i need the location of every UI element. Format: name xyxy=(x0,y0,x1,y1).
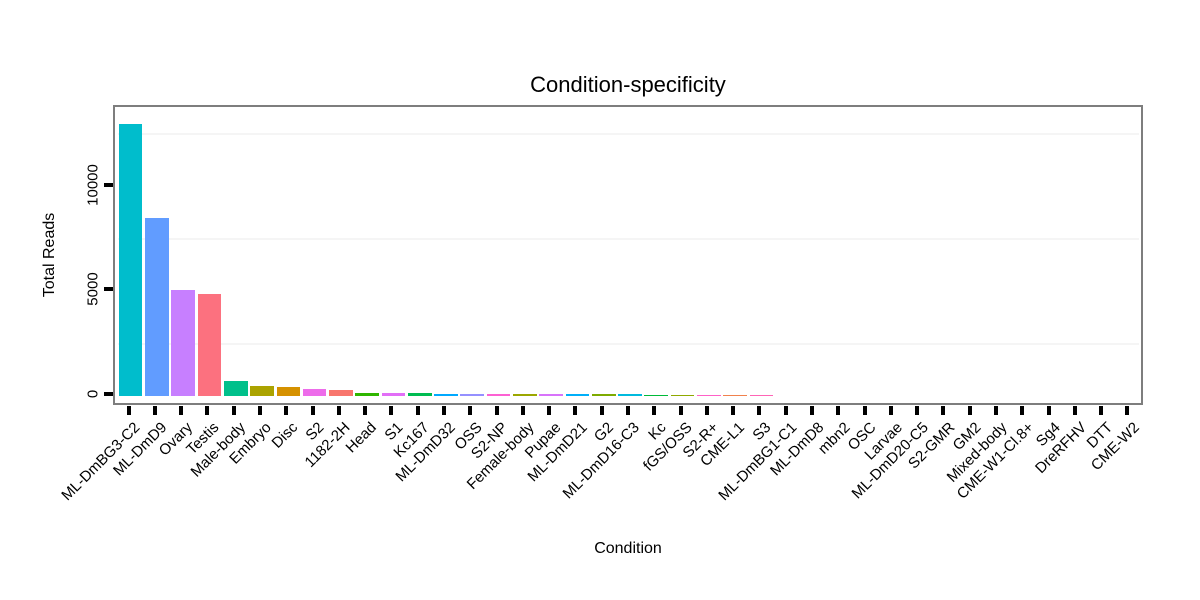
bar xyxy=(407,393,432,396)
x-axis-tick xyxy=(888,406,893,415)
x-axis-tick xyxy=(336,406,341,415)
bar xyxy=(145,218,169,396)
x-axis-title: Condition xyxy=(594,540,662,557)
bar xyxy=(223,380,248,396)
x-axis-tick xyxy=(1099,406,1104,415)
x-axis-tick xyxy=(363,406,368,415)
x-axis-tick xyxy=(573,406,578,415)
x-axis-tick xyxy=(704,406,709,415)
bar xyxy=(591,394,616,396)
bar xyxy=(618,394,642,396)
bar xyxy=(749,394,774,396)
x-axis-tick xyxy=(231,406,236,415)
bar xyxy=(697,394,721,396)
bar xyxy=(329,389,353,396)
x-axis-tick-label-text: Disc xyxy=(268,419,302,452)
x-axis-tick xyxy=(468,406,473,415)
x-axis-tick xyxy=(993,406,998,415)
x-axis-tick xyxy=(809,406,814,415)
bar xyxy=(513,394,537,396)
gridline-minor xyxy=(117,238,1139,241)
x-axis-tick xyxy=(258,406,263,415)
x-axis-tick xyxy=(415,406,420,415)
y-axis-tick xyxy=(104,392,113,396)
chart-title: Condition-specificity xyxy=(530,72,726,97)
y-axis-tick-label: 5000 xyxy=(84,272,102,307)
bar xyxy=(171,290,196,396)
x-axis-tick-label-text: Head xyxy=(342,419,381,457)
bar xyxy=(302,389,327,396)
bar xyxy=(250,385,274,396)
x-axis-tick xyxy=(310,406,315,415)
x-axis-tick xyxy=(494,406,499,415)
bar xyxy=(434,393,458,396)
bar xyxy=(355,392,379,396)
x-axis-tick xyxy=(941,406,946,415)
x-axis-tick xyxy=(1072,406,1077,415)
y-axis-tick xyxy=(104,287,113,292)
bar xyxy=(670,394,695,396)
bar xyxy=(723,394,747,396)
x-axis-tick xyxy=(652,406,657,415)
x-axis-tick xyxy=(179,406,184,415)
x-axis-tick xyxy=(678,406,683,415)
bar xyxy=(539,394,563,396)
x-axis-tick xyxy=(836,406,841,415)
bar xyxy=(276,386,301,396)
y-axis-tick-label: 0 xyxy=(84,389,102,399)
x-axis-tick xyxy=(731,406,736,415)
gridline-minor xyxy=(117,342,1139,345)
x-axis-tick xyxy=(126,406,131,415)
x-axis-tick xyxy=(915,406,920,415)
gridline-minor xyxy=(117,133,1139,136)
bar xyxy=(381,393,406,396)
x-axis-tick xyxy=(284,406,289,415)
bar xyxy=(565,394,590,396)
y-axis-title: Total Reads xyxy=(41,212,58,298)
y-axis-tick-label: 10000 xyxy=(84,163,102,206)
bar xyxy=(197,294,222,396)
bar xyxy=(460,393,485,396)
x-axis-tick xyxy=(1046,406,1051,415)
y-axis-tick xyxy=(104,182,113,187)
x-axis-tick xyxy=(152,406,157,415)
bar xyxy=(644,394,669,396)
x-axis-tick xyxy=(205,406,210,415)
x-axis-tick xyxy=(757,406,762,415)
plot-area xyxy=(117,110,1139,401)
x-axis-tick xyxy=(1020,406,1025,415)
x-axis-tick xyxy=(547,406,552,415)
x-axis-tick xyxy=(967,406,972,415)
plot-panel xyxy=(113,105,1143,405)
x-axis-tick xyxy=(520,406,525,415)
bar xyxy=(486,393,511,396)
x-axis-tick xyxy=(389,406,394,415)
x-axis-tick xyxy=(442,406,447,415)
x-axis-tick xyxy=(862,406,867,415)
x-axis-tick xyxy=(783,406,788,415)
bar xyxy=(118,123,143,396)
x-axis-tick xyxy=(626,406,630,415)
x-axis-tick xyxy=(599,406,604,415)
x-axis-tick xyxy=(1125,406,1130,415)
